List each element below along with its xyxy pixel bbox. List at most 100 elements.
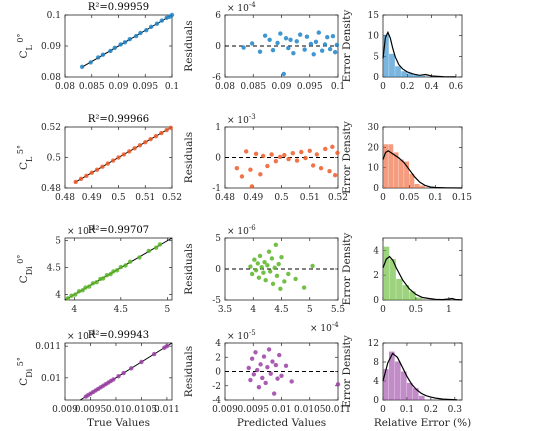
data-point [241, 45, 246, 50]
histogram-bar [406, 382, 413, 400]
data-point [276, 261, 281, 267]
data-point [89, 170, 94, 175]
data-point [283, 363, 289, 368]
column-2-x-axis-label: Relative Error (%) [374, 417, 471, 429]
data-point [256, 384, 262, 390]
data-point [282, 279, 287, 284]
density-curve [382, 255, 463, 301]
data-point [268, 269, 273, 274]
panel-row2-residuals: 0.48 0.49 0.5 0.51 0.52 -1 0 1 Residuals × 10-3 [183, 113, 348, 203]
y-tick-label: 0 [215, 42, 221, 52]
density-curve [382, 352, 458, 401]
y-tick-label: 0.08 [41, 73, 61, 83]
y-axis-label: Error Density [341, 121, 353, 194]
data-point [260, 375, 265, 381]
histogram-bar [413, 74, 420, 77]
data-point [69, 293, 74, 298]
data-point [270, 47, 276, 53]
y-tick-label: 1 [215, 123, 221, 133]
data-point [83, 285, 88, 290]
x-tick-label: 0.49 [243, 193, 263, 203]
y-tick-label: 0.01 [41, 374, 61, 384]
data-point [311, 52, 316, 57]
y-tick-label: 0 [373, 184, 379, 194]
data-point [268, 371, 273, 376]
y-axis-label: CL 0° [16, 34, 34, 59]
data-point [286, 156, 291, 162]
x-tick-label: 0.52 [328, 193, 348, 203]
histogram-bar [396, 278, 403, 300]
data-point [88, 60, 93, 65]
y-tick-label: -4 [212, 396, 221, 406]
data-point [273, 362, 279, 368]
x-tick-label: 0.48 [215, 193, 235, 203]
panel-row3-residuals: 3.5 4 4.5 5 5.5 -5 0 5 Residuals × 10-6 [183, 224, 345, 315]
y-tick-label: 5 [55, 237, 61, 247]
y-axis-label: Error Density [341, 335, 353, 408]
data-point [246, 365, 251, 371]
x-tick-label: 3.5 [218, 305, 233, 315]
histogram-bar [389, 259, 396, 300]
x-tick-label: 0.011 [325, 405, 351, 415]
data-point [234, 165, 240, 171]
x-tick-label: 4 [71, 305, 77, 315]
data-point [314, 152, 320, 157]
x-tick-label: 0 [380, 82, 386, 92]
data-point [261, 354, 267, 359]
y-tick-label: 10 [368, 32, 380, 42]
data-point [118, 264, 124, 270]
x-tick-label: 0.1 [165, 82, 179, 92]
y-exponent-label: × 10-3 [227, 113, 256, 126]
data-point [294, 158, 300, 163]
data-point [327, 169, 332, 174]
data-point [100, 164, 105, 169]
data-point [271, 391, 277, 396]
data-point [251, 372, 257, 377]
y-tick-label: 0.011 [35, 342, 61, 352]
data-point [111, 377, 116, 382]
data-point [249, 41, 255, 46]
y-tick-label: 4 [373, 246, 379, 256]
data-point [259, 264, 264, 270]
x-tick-label: 4 [250, 305, 256, 315]
data-point [78, 176, 84, 182]
data-point [80, 288, 85, 293]
y-tick-label: 2 [215, 353, 221, 363]
x-tick-label: 0.3 [448, 405, 463, 415]
data-point [279, 373, 284, 378]
data-point [248, 167, 253, 172]
data-point [108, 271, 113, 277]
histogram-bar [393, 152, 399, 188]
y-tick-label: 0 [373, 73, 379, 83]
data-point [153, 133, 159, 139]
x-tick-label: 0.085 [79, 82, 105, 92]
x-tick-label: 0.5 [274, 193, 289, 203]
data-point [168, 125, 173, 130]
histogram-bar [404, 161, 410, 188]
data-point [127, 259, 133, 264]
data-point [335, 150, 340, 156]
data-point [248, 377, 253, 383]
r-squared-title: R²=0.99966 [88, 114, 149, 125]
x-tick-label: 5.5 [331, 305, 346, 315]
data-point [116, 374, 121, 379]
data-point [313, 39, 319, 45]
data-point [302, 47, 307, 52]
data-point [273, 158, 279, 164]
x-tick-label: 0 [380, 305, 386, 315]
y-axis-label: Residuals [183, 346, 195, 397]
histogram-bar [402, 285, 410, 300]
data-point [293, 276, 298, 282]
data-point [335, 382, 341, 387]
data-point [252, 257, 257, 262]
data-point [270, 281, 276, 287]
density-curve [382, 150, 463, 189]
data-point [303, 155, 308, 161]
y-tick-label: 0.5 [47, 154, 62, 164]
x-exponent-label: × 10-4 [310, 321, 339, 334]
x-tick-label: 0.49 [82, 193, 102, 203]
x-tick-label: 0.0105 [294, 405, 326, 415]
data-point [122, 40, 128, 45]
